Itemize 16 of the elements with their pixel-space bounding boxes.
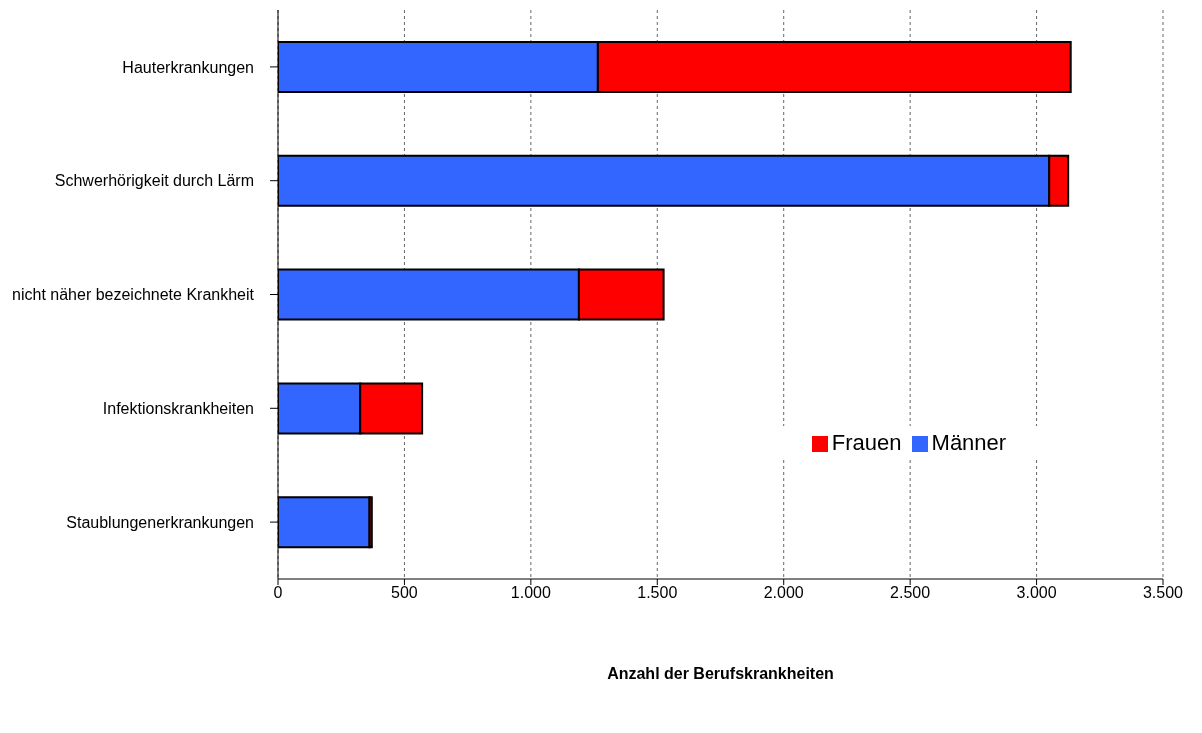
x-tick-label: 0 bbox=[273, 584, 283, 602]
y-tick-label: Schwerhörigkeit durch Lärm bbox=[54, 172, 254, 190]
x-tick-label: 1.500 bbox=[637, 584, 678, 602]
x-axis-title: Anzahl der Berufskrankheiten bbox=[607, 665, 834, 682]
x-tick-label: 500 bbox=[391, 584, 418, 602]
y-tick-label: Hauterkrankungen bbox=[122, 58, 254, 76]
legend-label: Frauen bbox=[831, 430, 902, 455]
y-tick-label: Infektionskrankheiten bbox=[102, 399, 254, 417]
x-tick-label: 2.500 bbox=[890, 584, 931, 602]
x-tick-label: 1.000 bbox=[510, 584, 551, 602]
x-tick-label: 2.000 bbox=[763, 584, 804, 602]
legend-label: Männer bbox=[931, 430, 1007, 455]
x-tick-label: 3.000 bbox=[1016, 584, 1057, 602]
y-tick-label: nicht näher bezeichnete Krankheit bbox=[12, 286, 255, 304]
x-tick-label: 3.500 bbox=[1142, 584, 1184, 602]
y-tick-label: Staublungenerkrankungen bbox=[66, 513, 254, 531]
